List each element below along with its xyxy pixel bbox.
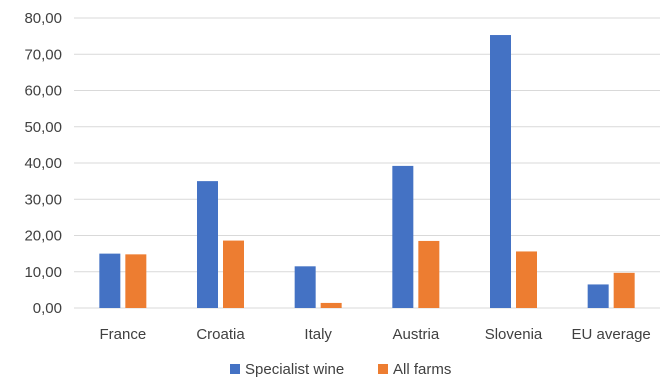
x-tick-label: Slovenia [485,326,543,343]
x-tick-label: France [99,326,146,343]
x-axis-labels: France Croatia Italy Austria Slovenia EU aver… [99,326,650,343]
bar-specialist-wine [99,253,121,308]
y-tick-label: 30,00 [24,191,62,208]
grid-layer [74,17,660,309]
legend-swatch [378,364,388,374]
bars-layer [99,35,635,308]
x-tick-label: Croatia [196,326,245,343]
bar-specialist-wine [294,266,316,308]
bar-specialist-wine [587,284,609,308]
bar-all-farms [223,240,244,308]
bar-all-farms [516,251,537,308]
legend-label: All farms [393,361,451,378]
y-tick-label: 40,00 [24,155,62,172]
y-tick-label: 50,00 [24,119,62,136]
bar-all-farms [418,240,440,308]
bar-all-farms [613,272,635,308]
y-tick-label: 0,00 [33,300,62,317]
bar-specialist-wine [392,165,414,308]
bar-specialist-wine [490,35,511,308]
x-tick-label: EU average [572,326,651,343]
bar-all-farms [320,302,342,308]
x-tick-label: Italy [304,326,332,343]
legend-swatch [230,364,240,374]
y-axis-ticks: 0,00 10,00 20,00 30,00 40,00 50,00 60,00 70,00 8… [24,10,62,317]
y-tick-label: 20,00 [24,228,62,245]
y-tick-label: 70,00 [24,46,62,63]
bar-specialist-wine [197,181,218,308]
legend: Specialist wine All farms [230,361,451,378]
y-tick-label: 80,00 [24,10,62,27]
y-tick-label: 10,00 [24,264,62,281]
legend-label: Specialist wine [245,361,344,378]
x-tick-label: Austria [392,326,439,343]
bar-all-farms [125,254,147,308]
y-tick-label: 60,00 [24,83,62,100]
